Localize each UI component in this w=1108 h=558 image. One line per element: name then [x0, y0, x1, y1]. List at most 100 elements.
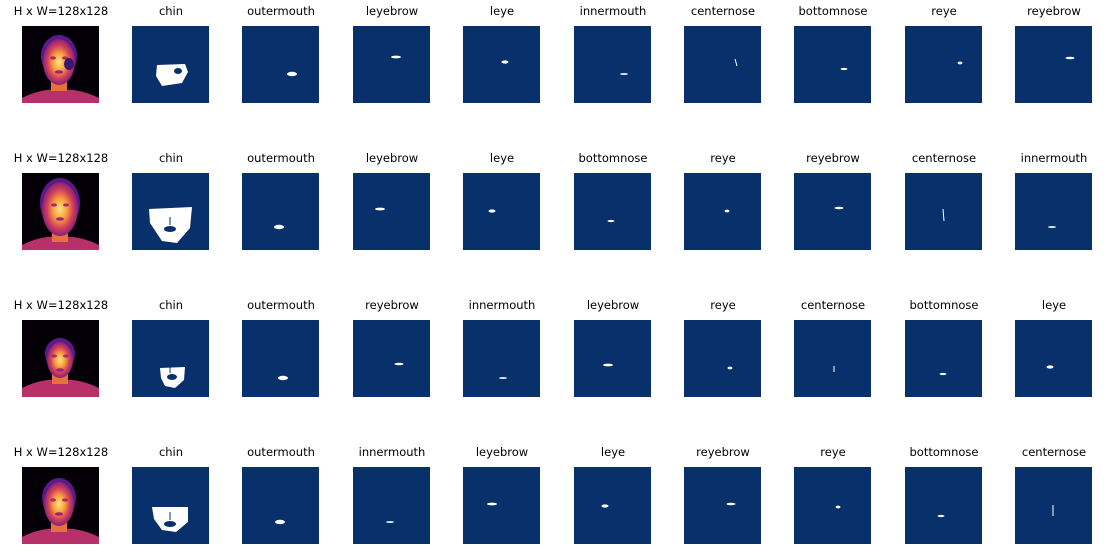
thermal-image-cell: H x W=128x128 [6, 298, 116, 398]
mask-cell-bottomnose: bottomnose [778, 4, 888, 104]
segmentation-mask [353, 467, 430, 544]
reyebrow-mask-shape [726, 502, 736, 506]
segmentation-mask [684, 320, 761, 397]
mask-cell-reye: reye [668, 298, 778, 398]
mask-region [274, 224, 284, 230]
mask-background [794, 320, 871, 397]
mask-svg [905, 173, 982, 250]
mask-background [353, 173, 430, 250]
panel-title: innermouth [1020, 151, 1088, 165]
mask-svg [684, 467, 761, 544]
mask-svg [1015, 320, 1092, 397]
mask-cell-bottomnose: bottomnose [889, 445, 999, 545]
mask-cell-centernose: centernose [668, 4, 778, 104]
mask-background [353, 467, 430, 544]
panel-title: bottomnose [798, 4, 868, 18]
mask-cell-outermouth: outermouth [226, 4, 336, 104]
segmentation-mask [794, 320, 871, 397]
mask-cell-reyebrow: reyebrow [999, 4, 1108, 104]
reyebrow-mask-shape [394, 362, 404, 366]
mask-svg [905, 320, 982, 397]
mask-background [905, 26, 982, 103]
leyebrow-mask-shape [603, 363, 613, 367]
mask-svg [132, 173, 209, 250]
mask-region [726, 502, 736, 506]
panel-title: reyebrow [806, 151, 860, 165]
bottomnose-mask-shape [607, 219, 615, 223]
panel-title: leye [600, 445, 626, 459]
mask-cell-leye: leye [999, 298, 1108, 398]
thermal-eye-left [50, 498, 56, 502]
mask-region [160, 365, 185, 388]
mask-cell-chin: chin [116, 151, 226, 251]
mask-background [353, 320, 430, 397]
thermal-mouth [55, 512, 63, 516]
panel-title: innermouth [358, 445, 426, 459]
mask-region [394, 362, 404, 366]
mask-region [835, 505, 841, 509]
mask-svg [794, 320, 871, 397]
thermal-face [44, 482, 74, 526]
segmentation-mask [794, 26, 871, 103]
thermal-face-image [22, 173, 99, 250]
mask-region [149, 207, 192, 243]
mask-region [734, 58, 738, 67]
mask-cell-reye: reye [889, 4, 999, 104]
thermal-face [43, 39, 75, 85]
innermouth-mask-shape [499, 377, 507, 379]
leyebrow-mask-shape [487, 502, 497, 506]
mask-cell-leye: leye [558, 445, 668, 545]
panel-title: outermouth [247, 4, 315, 18]
segmentation-mask [794, 173, 871, 250]
mask-svg [132, 26, 209, 103]
mask-svg [463, 26, 540, 103]
mask-region [957, 61, 963, 65]
mask-background [242, 26, 319, 103]
mask-region [1046, 365, 1054, 369]
mask-svg [353, 173, 430, 250]
panel-title: outermouth [247, 445, 315, 459]
mask-svg [463, 467, 540, 544]
panel-title: bottomnose [909, 445, 979, 459]
panel-title: bottomnose [909, 298, 979, 312]
mask-region [937, 514, 945, 518]
mask-background [684, 26, 761, 103]
reye-mask-shape [724, 209, 730, 213]
panel-title: leyebrow [475, 445, 529, 459]
mask-background [242, 467, 319, 544]
thermal-eye-left [50, 56, 56, 60]
mask-background [574, 26, 651, 103]
panel-title: chin [158, 298, 184, 312]
segmentation-mask [242, 467, 319, 544]
thermal-image-cell: H x W=128x128 [6, 445, 116, 545]
mask-svg [132, 467, 209, 544]
mask-svg [794, 467, 871, 544]
mask-region [487, 502, 497, 506]
mask-background [463, 467, 540, 544]
mask-svg [242, 26, 319, 103]
mask-svg [463, 173, 540, 250]
segmentation-mask [1015, 173, 1092, 250]
mask-region [840, 67, 848, 71]
innermouth-mask-shape [1048, 226, 1056, 228]
mask-region [275, 519, 285, 525]
leyebrow-mask-shape [375, 207, 385, 211]
mask-svg [794, 26, 871, 103]
mask-cell-outermouth: outermouth [226, 445, 336, 545]
mask-cell-leye: leye [447, 4, 557, 104]
panel-title: leye [1041, 298, 1067, 312]
panel-title: leye [489, 4, 515, 18]
mask-cell-leyebrow: leyebrow [558, 298, 668, 398]
bottomnose-mask-shape [937, 514, 945, 518]
segmentation-mask [794, 467, 871, 544]
mask-region [156, 64, 188, 86]
panel-title: leyebrow [365, 151, 419, 165]
reye-mask-shape [727, 366, 733, 370]
panel-title: centernose [911, 151, 977, 165]
mask-region [620, 73, 628, 75]
mask-cell-reyebrow: reyebrow [668, 445, 778, 545]
panel-title: H x W=128x128 [13, 298, 109, 312]
mask-svg [1015, 173, 1092, 250]
mask-background [684, 320, 761, 397]
